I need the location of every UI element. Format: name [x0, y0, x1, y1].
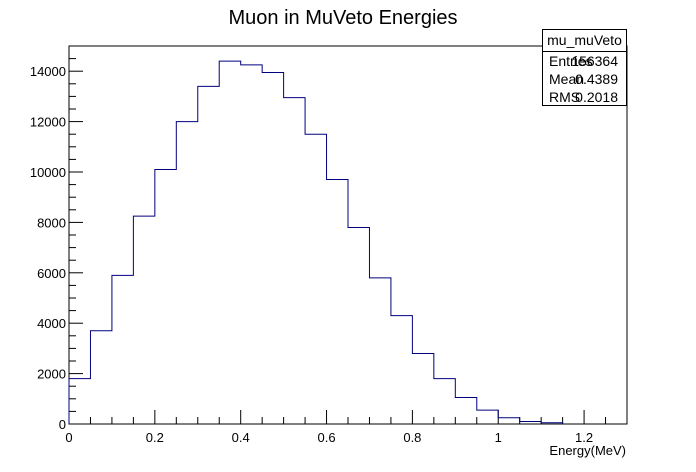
stats-rms-value: 0.2018: [575, 89, 618, 105]
stats-box: mu_muVeto Entries 156364 Mean 0.4389 RMS…: [542, 29, 627, 106]
histogram-bin: [412, 353, 433, 424]
stats-rms-label: RMS: [549, 89, 581, 105]
histogram-bin: [112, 275, 133, 424]
histogram-bin: [348, 227, 369, 424]
y-tick-label: 14000: [30, 64, 66, 79]
x-tick-label: 1.2: [575, 430, 593, 445]
histogram-bin: [90, 331, 111, 424]
x-tick-label: 0: [65, 430, 72, 445]
histogram-bin: [327, 180, 348, 424]
histogram-bin: [198, 86, 219, 424]
y-tick-label: 8000: [37, 215, 66, 230]
histogram-bin: [391, 316, 412, 424]
y-tick-label: 2000: [37, 367, 66, 382]
histogram-bin: [69, 379, 90, 424]
histogram-bin: [477, 410, 498, 424]
histogram-bin: [176, 122, 197, 424]
y-tick-label: 6000: [37, 266, 66, 281]
histogram-bin: [133, 216, 154, 424]
x-axis-label: Energy(MeV): [549, 443, 626, 458]
stats-mean-label: Mean: [549, 71, 585, 87]
stats-entries-label: Entries: [549, 53, 593, 69]
stats-title: mu_muVeto: [543, 30, 626, 52]
histogram-bins: [69, 61, 563, 424]
y-tick-label: 4000: [37, 316, 66, 331]
x-tick-label: 1: [495, 430, 502, 445]
x-axis: 0 0.2 0.4 0.6 0.8 1 1.2: [65, 410, 628, 445]
stats-entries-value: 156364: [571, 53, 618, 69]
histogram-bin: [219, 61, 240, 424]
chart-title: Muon in MuVeto Energies: [228, 7, 457, 29]
x-tick-label: 0.6: [317, 430, 335, 445]
stats-mean-row: Mean 0.4389: [543, 70, 626, 88]
histogram-bin: [434, 379, 455, 424]
histogram-bin: [305, 134, 326, 424]
y-tick-label: 10000: [30, 165, 66, 180]
histogram-bin: [498, 418, 519, 424]
x-tick-label: 0.8: [403, 430, 421, 445]
stats-rms-row: RMS 0.2018: [543, 88, 626, 106]
histogram-bin: [369, 278, 390, 424]
y-tick-label: 12000: [30, 115, 66, 130]
y-tick-label: 0: [59, 417, 66, 432]
stats-entries-row: Entries 156364: [543, 52, 626, 70]
histogram-bin: [241, 65, 262, 424]
stats-mean-value: 0.4389: [575, 71, 618, 87]
x-tick-label: 0.2: [146, 430, 164, 445]
x-tick-label: 0.4: [232, 430, 250, 445]
y-axis: 0 2000 4000 6000 8000 10000 12000 14000: [30, 45, 83, 432]
histogram-bin: [284, 98, 305, 424]
histogram-line: [68, 60, 564, 424]
histogram-bin: [455, 398, 476, 424]
histogram-bin: [262, 72, 283, 424]
histogram-bin: [155, 169, 176, 424]
